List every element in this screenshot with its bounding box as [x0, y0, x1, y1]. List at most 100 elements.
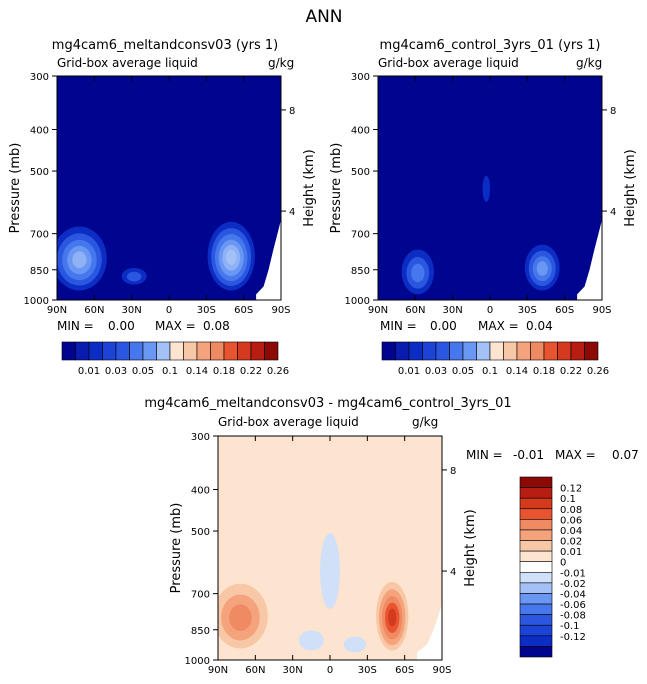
colorbar-swatch: [449, 341, 464, 361]
colorbar-swatch: [519, 519, 553, 531]
colorbar-swatch: [519, 540, 553, 552]
x-tick-label: 60N: [245, 665, 265, 676]
x-tick-label: 60N: [405, 305, 425, 316]
y-tick-label: 850: [351, 266, 370, 277]
y-tick-label: 1000: [24, 296, 49, 307]
y-tick-label: 400: [30, 126, 49, 137]
y-tick-label: 700: [30, 230, 49, 241]
x-tick-label: 60S: [555, 305, 574, 316]
panel-2-units: g/kg: [576, 56, 602, 70]
y-axis-label: Pressure (mb): [8, 143, 23, 234]
x-tick-label: 30N: [122, 305, 142, 316]
contour-level: [320, 533, 340, 609]
panel-1: mg4cam6_meltandconsv03 (yrs 1) Grid-box …: [8, 38, 317, 377]
x-tick-label: 90N: [368, 305, 388, 316]
colorbar-label: 0.05: [452, 366, 474, 377]
colorbar-label: 0: [560, 558, 566, 569]
colorbar-label: 0.1: [560, 494, 576, 505]
y-tick-label: 400: [351, 126, 370, 137]
panel-1-max-label: MAX =: [155, 319, 196, 333]
y-tick-label: 850: [30, 266, 49, 277]
colorbar-swatch: [519, 614, 553, 626]
y-right-tick-label: 4: [450, 567, 456, 578]
y-right-tick-label: 4: [610, 207, 616, 218]
y-tick-label: 700: [351, 230, 370, 241]
x-tick-label: 90S: [592, 305, 611, 316]
terrain-mask: [417, 603, 442, 660]
colorbar-swatch: [210, 341, 225, 361]
colorbar-swatch: [196, 341, 211, 361]
colorbar-label: 0.05: [132, 366, 154, 377]
colorbar-swatch: [462, 341, 477, 361]
panel-1-subtitle: Grid-box average liquid: [57, 56, 198, 70]
panel-3-colorbar: 0.120.10.080.060.040.020.010-0.01-0.02-0…: [519, 476, 586, 658]
colorbar-swatch: [516, 341, 531, 361]
panel-1-title: mg4cam6_meltandconsv03 (yrs 1): [52, 38, 278, 53]
x-tick-label: 30S: [518, 305, 537, 316]
colorbar-swatch: [489, 341, 504, 361]
colorbar-swatch: [115, 341, 130, 361]
colorbar-swatch: [503, 341, 518, 361]
main-title: ANN: [305, 7, 342, 27]
colorbar-label: 0.1: [482, 366, 498, 377]
panel-3-max-label: MAX =: [555, 448, 596, 462]
colorbar-swatch: [557, 341, 572, 361]
x-tick-label: 30S: [197, 305, 216, 316]
colorbar-label: -0.12: [560, 632, 586, 643]
contour-level: [411, 263, 425, 283]
colorbar-swatch: [102, 341, 117, 361]
colorbar-swatch: [584, 341, 599, 361]
contour-level: [343, 636, 367, 653]
y-tick-label: 1000: [185, 656, 210, 667]
panel-1-colorbar: 0.01 0.03 0.05 0.1 0.14 0.18 0.22 0.26: [61, 341, 289, 377]
colorbar-swatch: [381, 341, 396, 361]
terrain-mask: [256, 219, 281, 300]
x-tick-label: 30N: [283, 665, 303, 676]
colorbar-swatch: [88, 341, 103, 361]
x-tick-label: 90N: [47, 305, 67, 316]
colorbar-swatch: [156, 341, 171, 361]
colorbar-label: 0.01: [560, 547, 582, 558]
x-tick-label: 60N: [84, 305, 104, 316]
panel-2-title: mg4cam6_control_3yrs_01 (yrs 1): [380, 38, 601, 53]
panel-1-plot: 90N 60N 30N 0 30S 60S 90S 300 400 500 700 850 1000 8 4…: [8, 72, 317, 316]
colorbar-swatch: [519, 529, 553, 541]
colorbar-label: 0.26: [267, 366, 289, 377]
colorbar-label: -0.08: [560, 611, 586, 622]
contour-level: [72, 251, 87, 269]
colorbar-swatch: [408, 341, 423, 361]
y-right-tick-label: 8: [610, 106, 616, 117]
colorbar-label: 0.14: [506, 366, 528, 377]
y-tick-label: 850: [191, 626, 210, 637]
colorbar-swatch: [61, 341, 76, 361]
x-tick-label: 0: [327, 665, 333, 676]
y-tick-label: 300: [351, 72, 370, 83]
y-tick-label: 500: [191, 527, 210, 538]
colorbar-swatch: [183, 341, 198, 361]
panel-1-min-label: MIN =: [57, 319, 94, 333]
colorbar-label: -0.1: [560, 621, 580, 632]
colorbar-swatch: [169, 341, 184, 361]
colorbar-swatch: [223, 341, 238, 361]
contour-level: [482, 175, 490, 202]
x-tick-label: 30N: [443, 305, 463, 316]
colorbar-swatch: [519, 487, 553, 499]
y-right-tick-label: 8: [450, 466, 456, 477]
x-tick-label: 60S: [234, 305, 253, 316]
x-tick-label: 0: [487, 305, 493, 316]
colorbar-label: 0.03: [425, 366, 447, 377]
colorbar-label: 0.01: [398, 366, 420, 377]
panel-3-field: [218, 436, 442, 660]
y-tick-label: 300: [30, 72, 49, 83]
colorbar-swatch: [519, 571, 553, 584]
colorbar-swatch: [519, 603, 553, 615]
panel-2-max-label: MAX =: [478, 319, 519, 333]
colorbar-label: 0.18: [213, 366, 235, 377]
y-tick-label: 300: [191, 432, 210, 443]
colorbar-swatch: [519, 561, 553, 573]
panel-1-units: g/kg: [268, 56, 294, 70]
y-right-tick-label: 4: [289, 207, 295, 218]
x-tick-label: 90S: [432, 665, 451, 676]
colorbar-label: 0.12: [560, 484, 582, 495]
